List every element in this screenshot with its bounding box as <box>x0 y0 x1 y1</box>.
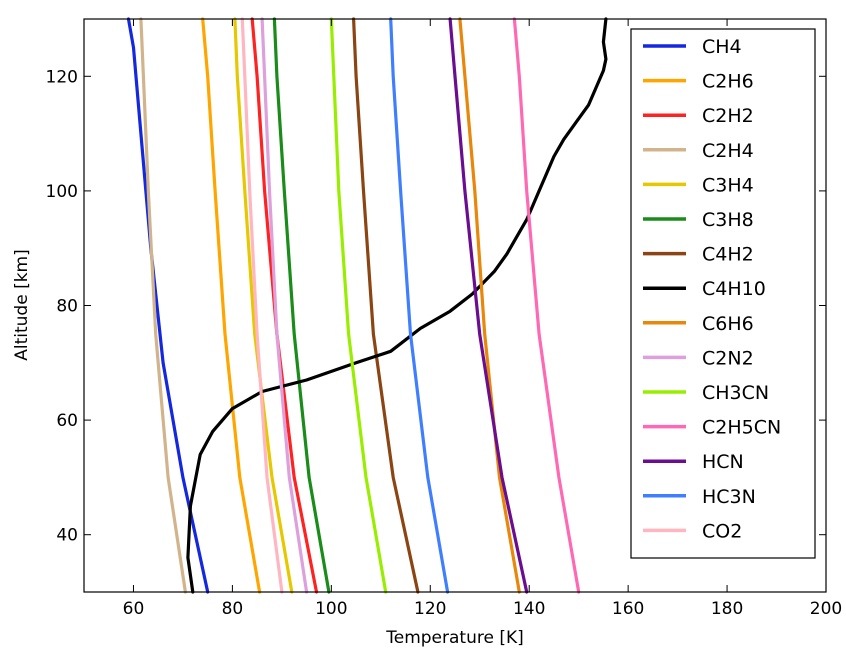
legend-label: HC3N <box>702 486 756 508</box>
legend-label: C2N2 <box>702 347 754 369</box>
legend-label: C6H6 <box>702 313 754 335</box>
y-axis-label: Altitude [km] <box>12 249 32 361</box>
x-tick-label: 200 <box>810 599 842 619</box>
y-tick-label: 100 <box>46 182 78 202</box>
legend-box <box>630 28 816 559</box>
series-line-hcn <box>448 17 529 594</box>
y-tick-label: 40 <box>56 526 78 546</box>
legend-label: CH4 <box>702 36 742 58</box>
legend-label: C3H4 <box>702 174 754 196</box>
series-line-c3h8 <box>272 17 331 594</box>
series-line-c4h2 <box>352 17 420 594</box>
x-tick-label: 100 <box>315 599 347 619</box>
series-line-c4h10 <box>186 17 608 594</box>
x-tick-label: 120 <box>414 599 446 619</box>
series-line-ch3cn <box>329 17 388 594</box>
series-line-c2n2 <box>260 17 309 594</box>
legend-label: C2H6 <box>702 71 754 93</box>
legend-label: C4H2 <box>702 244 754 266</box>
legend-label: C3H8 <box>702 209 754 231</box>
x-axis-label: Temperature [K] <box>385 628 524 648</box>
y-axis: 40 60 80 100 120 <box>46 67 826 546</box>
x-tick-label: 160 <box>612 599 644 619</box>
series-line-co2 <box>240 17 284 594</box>
legend-label: CH3CN <box>702 382 769 404</box>
legend: CH4 C2H6 C2H2 C2H4 C3H4 C3H8 C4H2 C4H10 C6H6 C2N2… <box>630 28 816 559</box>
series-line-hc3n <box>389 17 450 594</box>
series-line-c3h4 <box>233 17 294 594</box>
y-tick-label: 80 <box>56 297 78 317</box>
legend-label: C2H4 <box>702 140 754 162</box>
series-line-c2h5cn <box>512 17 581 594</box>
x-tick-label: 60 <box>123 599 145 619</box>
series-line-c2h6 <box>201 17 262 594</box>
x-tick-label: 80 <box>222 599 244 619</box>
y-tick-label: 60 <box>56 411 78 431</box>
x-axis: 60 80 100 120 140 160 180 200 <box>123 19 842 619</box>
x-tick-label: 180 <box>711 599 743 619</box>
legend-label: C2H2 <box>702 105 754 127</box>
x-tick-label: 140 <box>513 599 545 619</box>
legend-label: HCN <box>702 451 744 473</box>
y-tick-label: 120 <box>46 67 78 87</box>
series-line-c6h6 <box>458 17 521 594</box>
series-lines <box>126 17 608 594</box>
legend-label: CO2 <box>702 520 742 542</box>
series-line-c2h2 <box>250 17 319 594</box>
legend-label: C2H5CN <box>702 417 781 439</box>
legend-label: C4H10 <box>702 278 766 300</box>
series-line-c2h4 <box>139 17 187 594</box>
